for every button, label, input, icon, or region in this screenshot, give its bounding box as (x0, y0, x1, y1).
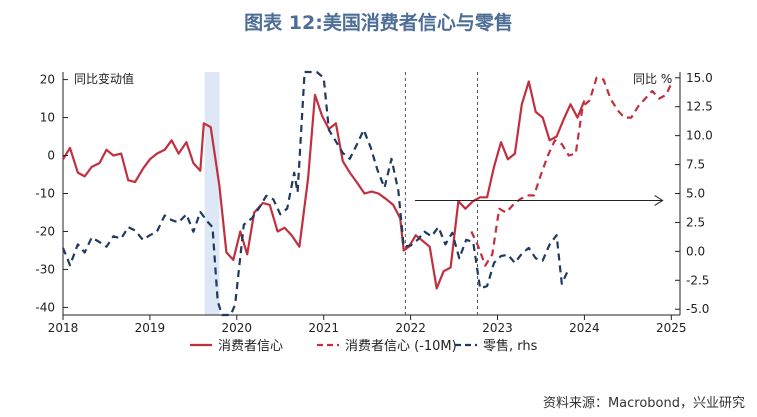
series-line-1 (470, 76, 673, 267)
left-tick-label: 20 (40, 73, 55, 87)
x-tick-label: 2022 (395, 321, 426, 335)
x-tick-label: 2023 (482, 321, 513, 335)
legend-label-1: 消费者信心 (-10M) (345, 339, 457, 354)
recession-band (204, 72, 220, 315)
right-tick-label: 7.5 (686, 158, 705, 172)
left-tick-label: -20 (35, 224, 55, 238)
right-tick-label: 12.5 (686, 100, 713, 114)
right-axis-label: 同比 % (633, 72, 672, 86)
legend-label-0: 消费者信心 (218, 339, 283, 354)
series-layer (61, 70, 673, 317)
left-tick-label: -40 (35, 300, 55, 314)
x-tick-label: 2024 (569, 321, 600, 335)
axis-tick-layer: 20 10 0 -10 -20 -30 -40 15.0 12.5 10.0 7.5 5.0 2.5 0.… (35, 71, 712, 335)
right-tick-label: -5.0 (686, 302, 709, 316)
x-tick-label: 2018 (48, 321, 79, 335)
x-tick-label: 2020 (222, 321, 253, 335)
left-tick-label: 0 (47, 149, 55, 163)
series-line-2 (61, 70, 570, 317)
right-tick-label: 15.0 (686, 71, 713, 85)
left-axis-label: 同比变动值 (74, 71, 134, 86)
series-line-0 (62, 80, 586, 290)
plot-frame-layer (62, 72, 681, 316)
x-tick-label: 2025 (656, 321, 687, 335)
annotation-arrow-layer (414, 195, 664, 206)
annotation-arrow-head (654, 195, 664, 206)
x-tick-label: 2019 (135, 321, 166, 335)
left-tick-label: -10 (35, 187, 55, 201)
right-tick-label: -2.5 (686, 273, 709, 287)
legend: 消费者信心 消费者信心 (-10M) 零售, rhs (190, 338, 538, 354)
recession-band-layer (204, 72, 220, 315)
right-tick-label: 2.5 (686, 215, 705, 229)
right-tick-label: 5.0 (686, 187, 705, 201)
legend-label-2: 零售, rhs (483, 338, 538, 354)
right-tick-label: 0.0 (686, 244, 705, 258)
right-tick-label: 10.0 (686, 129, 713, 143)
chart-title: 图表 12:美国消费者信心与零售 (244, 12, 513, 34)
left-tick-label: -30 (35, 262, 55, 276)
source-note: 资料来源：Macrobond，兴业研究 (542, 396, 745, 411)
left-tick-label: 10 (40, 111, 55, 125)
vertical-marker-layer (404, 72, 479, 315)
x-tick-label: 2021 (308, 321, 339, 335)
